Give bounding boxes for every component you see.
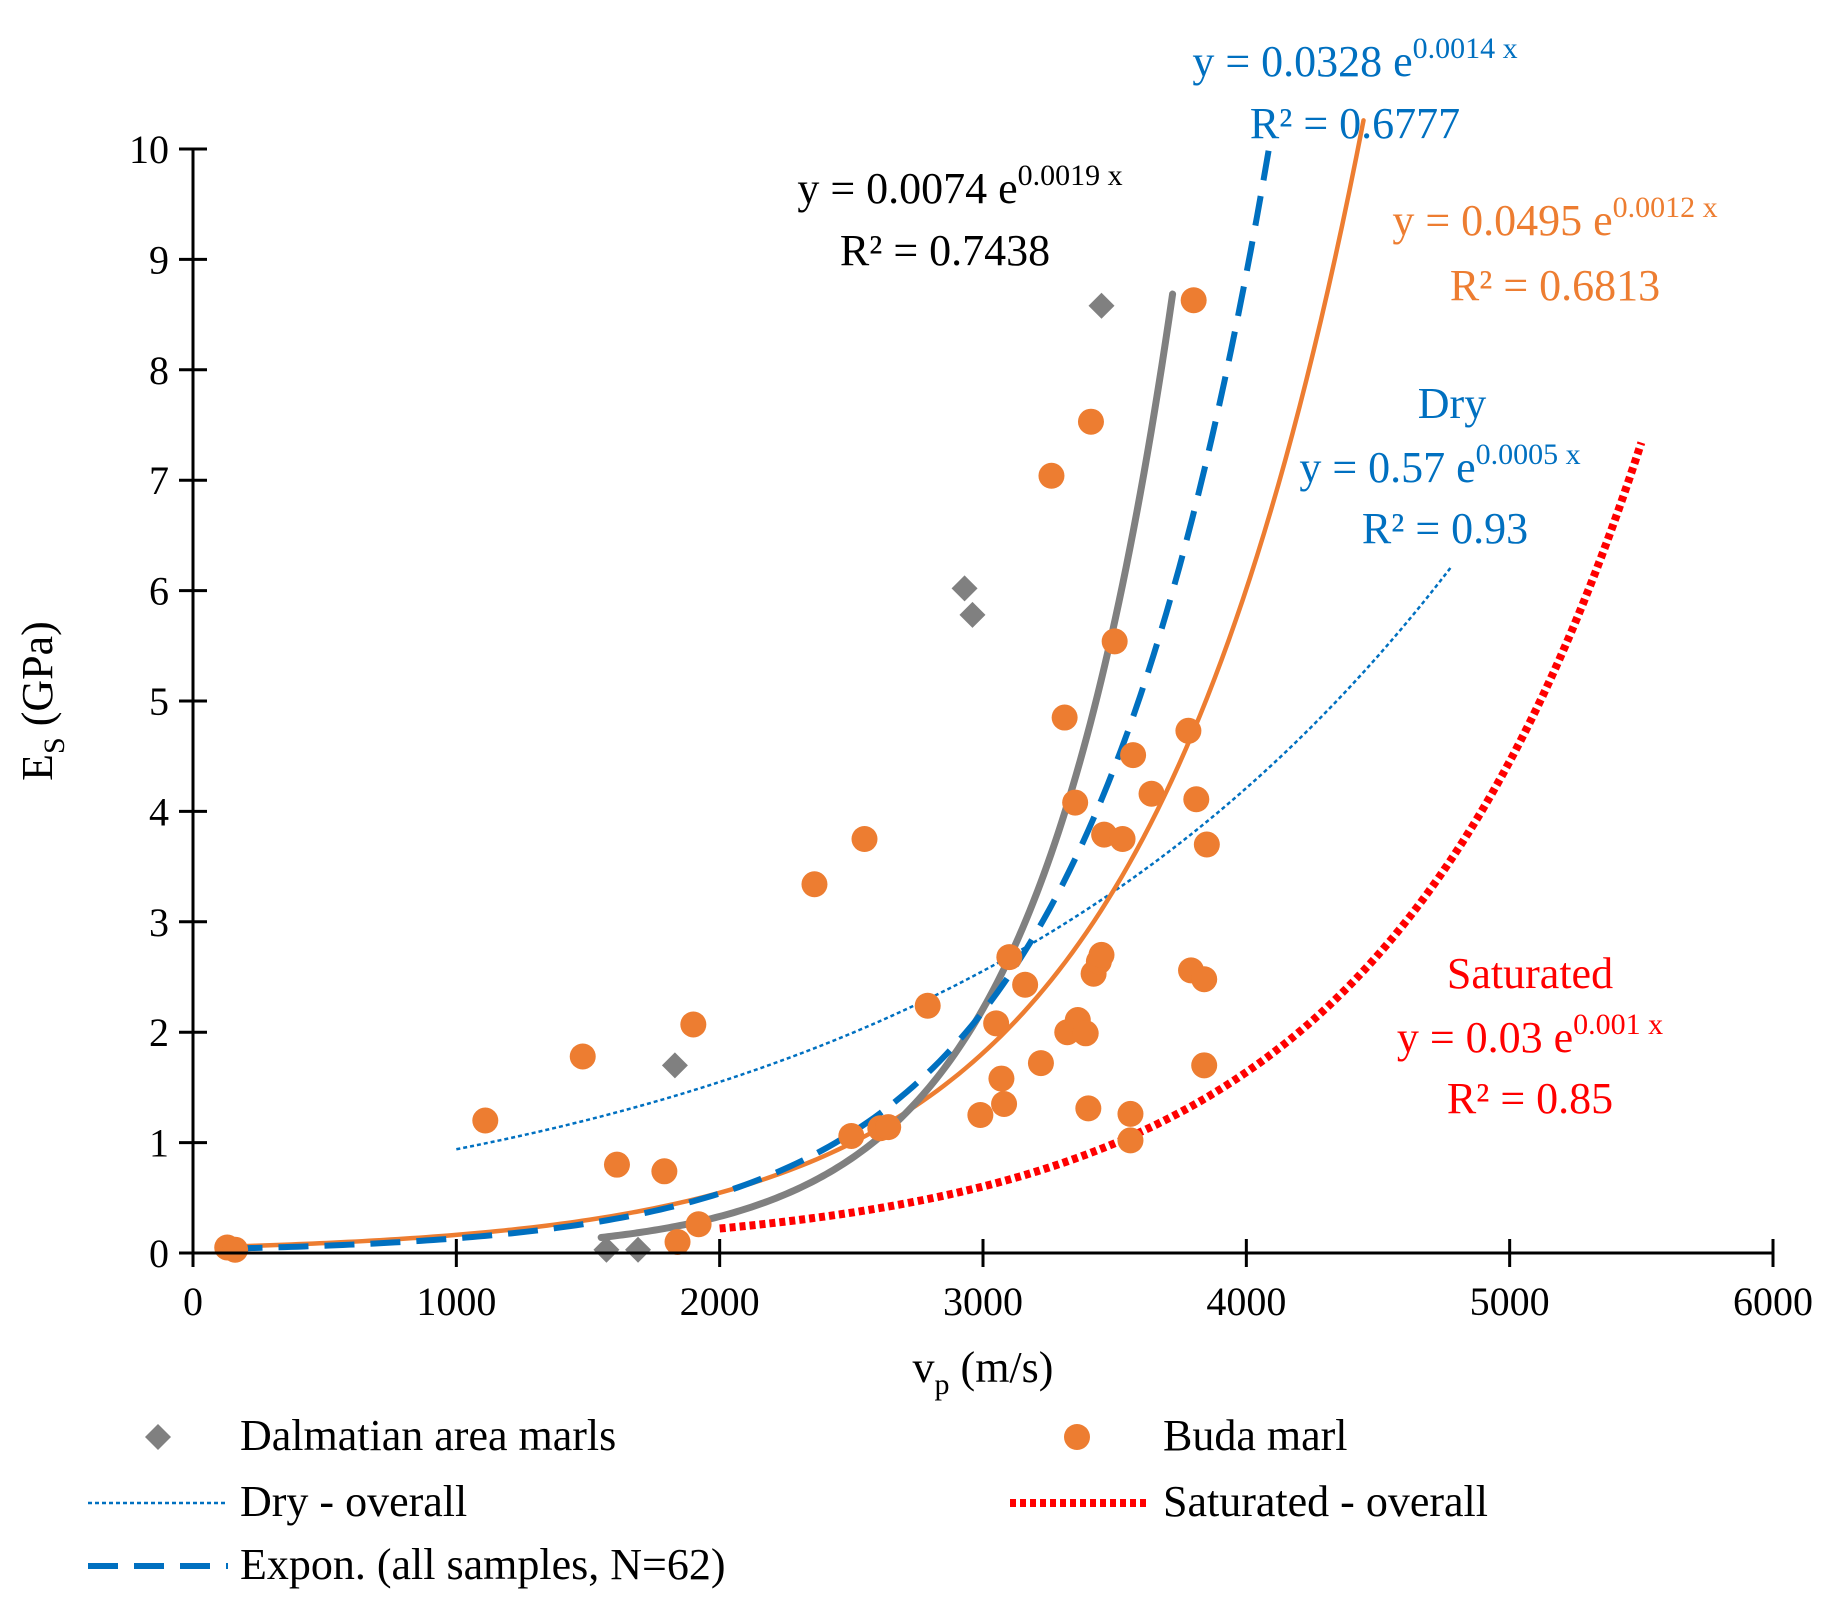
trendline-2 xyxy=(224,118,1366,1249)
x-tick-label: 5000 xyxy=(1470,1279,1550,1324)
y-tick-label: 1 xyxy=(149,1121,169,1166)
legend-label: Saturated - overall xyxy=(1163,1477,1488,1526)
point-buda-7 xyxy=(680,1011,707,1038)
point-buda-6 xyxy=(664,1228,691,1255)
annotation-equation-dalmatian: y = 0.0074 e0.0019 x xyxy=(797,159,1122,213)
point-dalmatian-2 xyxy=(661,1052,688,1079)
annotation-equation-all: y = 0.0328 e0.0014 x xyxy=(1192,32,1517,86)
point-buda-16 xyxy=(983,1010,1010,1037)
point-buda-20 xyxy=(1012,971,1039,998)
trendline-1 xyxy=(719,441,1646,1233)
point-dalmatian-1 xyxy=(625,1236,652,1263)
legend-label: Expon. (all samples, N=62) xyxy=(240,1540,726,1589)
annotation-r2-buda: R² = 0.6813 xyxy=(1450,261,1660,310)
point-buda-14 xyxy=(914,992,941,1019)
x-axis-title: vp (m/s) xyxy=(913,1343,1054,1401)
point-buda-37 xyxy=(1117,1127,1144,1154)
point-buda-9 xyxy=(801,871,828,898)
point-buda-38 xyxy=(1120,742,1147,769)
x-tick-label: 4000 xyxy=(1206,1279,1286,1324)
annotation-label-dry: Dry xyxy=(1418,379,1486,428)
annotation-equation-saturated: y = 0.03 e0.001 x xyxy=(1397,1008,1663,1062)
point-dalmatian-4 xyxy=(959,601,986,628)
point-buda-40 xyxy=(1175,717,1202,744)
point-buda-1 xyxy=(222,1236,249,1263)
point-buda-22 xyxy=(1038,462,1065,489)
point-buda-36 xyxy=(1117,1100,1144,1127)
point-buda-43 xyxy=(1183,786,1210,813)
trendlines xyxy=(224,118,1646,1252)
annotation-equation-dry: y = 0.57 e0.0005 x xyxy=(1299,438,1580,492)
point-buda-5 xyxy=(651,1158,678,1185)
point-buda-45 xyxy=(1191,1052,1218,1079)
trendline-0 xyxy=(456,565,1453,1151)
point-buda-46 xyxy=(1193,831,1220,858)
x-tick-label: 0 xyxy=(183,1279,203,1324)
point-buda-2 xyxy=(472,1107,499,1134)
legend: Dalmatian area marls Buda marl Dry - overa… xyxy=(88,1411,1488,1589)
point-buda-29 xyxy=(1077,408,1104,435)
legend-label: Buda marl xyxy=(1163,1411,1348,1460)
y-tick-label: 9 xyxy=(149,237,169,282)
point-dalmatian-5 xyxy=(1088,292,1115,319)
point-buda-13 xyxy=(875,1114,902,1141)
point-buda-34 xyxy=(1101,628,1128,655)
point-buda-8 xyxy=(685,1211,712,1238)
y-tick-label: 10 xyxy=(129,127,169,172)
point-buda-3 xyxy=(569,1043,596,1070)
x-tick-label: 1000 xyxy=(416,1279,496,1324)
point-buda-44 xyxy=(1191,966,1218,993)
axes: 0 1 2 3 4 5 6 7 8 9 10 0 1000 2000 3000 4000 5000 6000 vp … xyxy=(13,127,1813,1401)
point-buda-28 xyxy=(1075,1095,1102,1122)
point-buda-15 xyxy=(967,1102,994,1128)
y-tick-label: 2 xyxy=(149,1010,169,1055)
x-tick-label: 6000 xyxy=(1733,1279,1813,1324)
annotation-r2-all: R² = 0.6777 xyxy=(1250,99,1460,148)
y-tick-label: 8 xyxy=(149,348,169,393)
annotation-r2-dalmatian: R² = 0.7438 xyxy=(840,226,1050,275)
data-points xyxy=(214,287,1220,1263)
point-dalmatian-3 xyxy=(951,575,978,602)
point-buda-17 xyxy=(988,1065,1015,1092)
y-axis-title: ES (GPa) xyxy=(13,621,71,781)
point-buda-23 xyxy=(1051,704,1078,731)
annotation-equation-buda: y = 0.0495 e0.0012 x xyxy=(1392,191,1717,245)
point-buda-21 xyxy=(1027,1050,1054,1077)
point-buda-11 xyxy=(851,826,878,852)
legend-symbol-buda xyxy=(1064,1424,1090,1450)
point-buda-32 xyxy=(1088,941,1115,968)
legend-symbol-dalmatian xyxy=(145,1424,171,1450)
annotation-r2-dry: R² = 0.93 xyxy=(1362,504,1528,553)
legend-label: Dry - overall xyxy=(240,1477,467,1526)
y-tick-label: 4 xyxy=(149,789,169,834)
point-buda-18 xyxy=(991,1090,1018,1117)
point-buda-25 xyxy=(1062,789,1089,816)
legend-label: Dalmatian area marls xyxy=(240,1411,616,1460)
y-tick-label: 5 xyxy=(149,679,169,724)
point-buda-35 xyxy=(1109,826,1136,852)
y-tick-label: 6 xyxy=(149,569,169,614)
x-tick-label: 2000 xyxy=(680,1279,760,1324)
point-buda-42 xyxy=(1180,287,1207,314)
annotations: y = 0.0328 e0.0014 x R² = 0.6777 y = 0.007… xyxy=(797,32,1717,1123)
y-tick-label: 3 xyxy=(149,900,169,945)
point-buda-4 xyxy=(603,1151,630,1178)
point-buda-19 xyxy=(996,944,1023,971)
point-buda-10 xyxy=(838,1122,865,1149)
x-tick-label: 3000 xyxy=(943,1279,1023,1324)
annotation-label-saturated: Saturated xyxy=(1447,949,1613,998)
y-tick-label: 0 xyxy=(149,1231,169,1276)
point-buda-27 xyxy=(1072,1020,1099,1047)
point-dalmatian-0 xyxy=(593,1236,620,1263)
point-buda-39 xyxy=(1138,780,1165,807)
trendline-4 xyxy=(232,141,1273,1252)
annotation-r2-saturated: R² = 0.85 xyxy=(1447,1074,1613,1123)
y-tick-label: 7 xyxy=(149,458,169,503)
